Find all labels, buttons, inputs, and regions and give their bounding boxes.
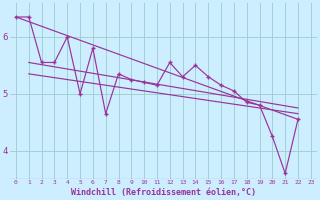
X-axis label: Windchill (Refroidissement éolien,°C): Windchill (Refroidissement éolien,°C) — [71, 188, 256, 197]
